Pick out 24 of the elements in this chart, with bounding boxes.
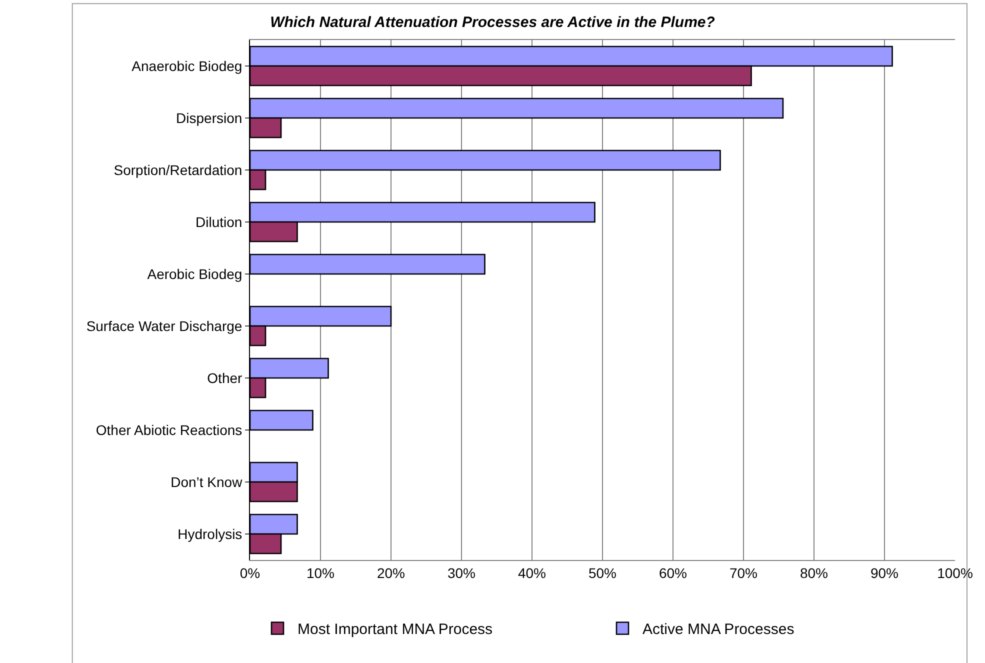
y-tick-label: Other bbox=[207, 370, 243, 386]
x-tick-label: 80% bbox=[800, 564, 828, 581]
x-tick-label: 20% bbox=[376, 564, 406, 581]
x-tick-label: 0% bbox=[240, 564, 260, 581]
x-tick-label: 70% bbox=[729, 564, 758, 581]
y-tick-label: Hydrolysis bbox=[178, 526, 242, 542]
legend-label: Active MNA Processes bbox=[642, 621, 794, 638]
y-tick-label: Other Abiotic Reactions bbox=[96, 422, 242, 438]
x-tick-label: 10% bbox=[306, 564, 335, 581]
x-tick-label: 90% bbox=[870, 564, 899, 581]
y-tick-label: Dispersion bbox=[176, 110, 242, 126]
y-tick-label: Dilution bbox=[195, 214, 242, 230]
y-tick-label: Surface Water Discharge bbox=[86, 318, 242, 334]
y-tick-label: Anaerobic Biodeg bbox=[132, 58, 242, 74]
x-tick-label: 60% bbox=[658, 564, 688, 581]
chart-title: Which Natural Attenuation Processes are Active in the Plume? bbox=[270, 14, 715, 32]
y-tick-label: Don’t Know bbox=[170, 474, 244, 490]
x-tick-label: 100% bbox=[937, 564, 973, 581]
x-tick-label: 50% bbox=[588, 564, 617, 581]
y-tick-label: Sorption/Retardation bbox=[114, 162, 242, 178]
legend-label: Most Important MNA Process bbox=[298, 621, 493, 638]
x-tick-label: 30% bbox=[447, 564, 476, 581]
x-tick-label: 40% bbox=[518, 564, 546, 581]
y-tick-label: Aerobic Biodeg bbox=[147, 266, 242, 282]
